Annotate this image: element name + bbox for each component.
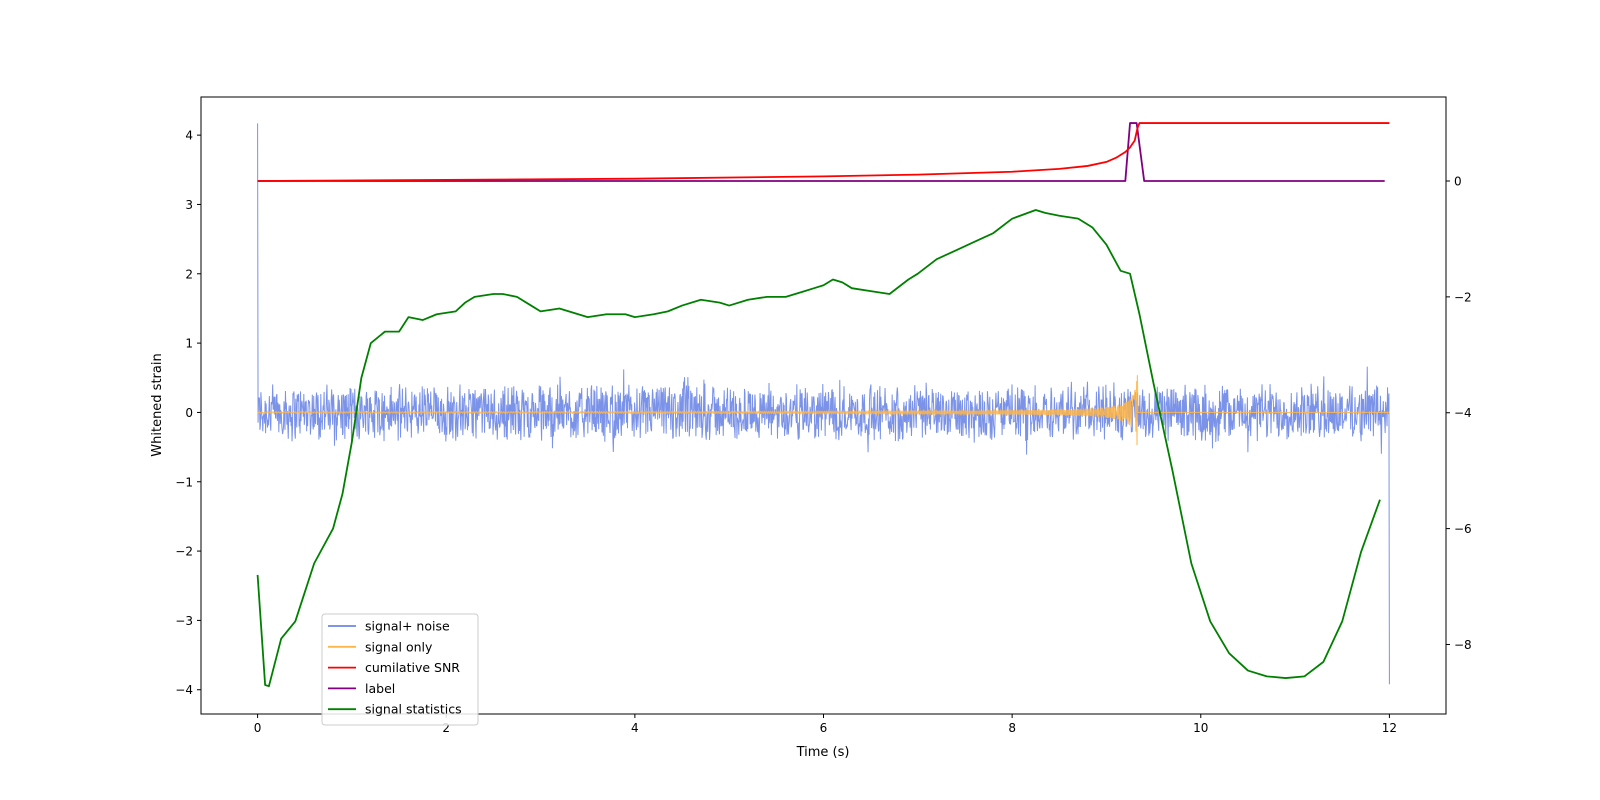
legend: signal+ noise signal only cumilative SNR la… [321,613,479,726]
series-line-cumulative-snr [257,122,1390,182]
y-left-tick-label: −2 [175,545,193,559]
x-tick-label: 0 [254,721,262,735]
y-right-tick-label: −2 [1454,290,1472,304]
y-left-tick-label: 1 [185,337,193,351]
legend-entry-label: cumilative SNR [365,660,460,675]
x-tick-label: 6 [820,721,828,735]
y-left-tick-label: 4 [185,129,193,143]
x-axis-label: Time (s) [796,745,850,760]
y-right-tick-label: −6 [1454,522,1472,536]
y-left-tick-label: −4 [175,683,193,697]
y-left-tick-label: 2 [185,267,193,281]
x-tick-label: 4 [631,721,639,735]
y-left-tick-label: 0 [185,406,193,420]
y-left-tick-label: −1 [175,475,193,489]
y-axis-right: 0 −2 −4 −6 −8 [1446,175,1472,652]
y-left-tick-label: 3 [185,198,193,212]
legend-entry-label: signal only [365,639,433,654]
legend-entry-label: signal+ noise [365,619,450,634]
x-tick-label: 8 [1008,721,1016,735]
x-tick-label: 2 [442,721,450,735]
x-tick-label: 12 [1382,721,1397,735]
series-line-signal-statistics [256,209,1381,688]
y-axis-left: 4 3 2 1 0 −1 −2 −3 −4 [175,129,201,697]
y-right-tick-label: 0 [1454,175,1462,189]
series-layer [256,122,1390,688]
y-right-tick-label: −4 [1454,406,1472,420]
y-right-tick-label: −8 [1454,638,1472,652]
y-left-tick-label: −3 [175,614,193,628]
legend-box [321,613,479,726]
y-axis-left-label: Whitened strain [150,353,165,456]
x-tick-label: 10 [1193,721,1208,735]
series-line-signal-only [257,375,1390,445]
series-line-label [257,122,1385,182]
legend-entry-label: label [365,681,395,696]
x-axis: 0 2 4 6 8 10 12 [254,714,1397,735]
legend-entry-label: signal statistics [365,702,462,717]
